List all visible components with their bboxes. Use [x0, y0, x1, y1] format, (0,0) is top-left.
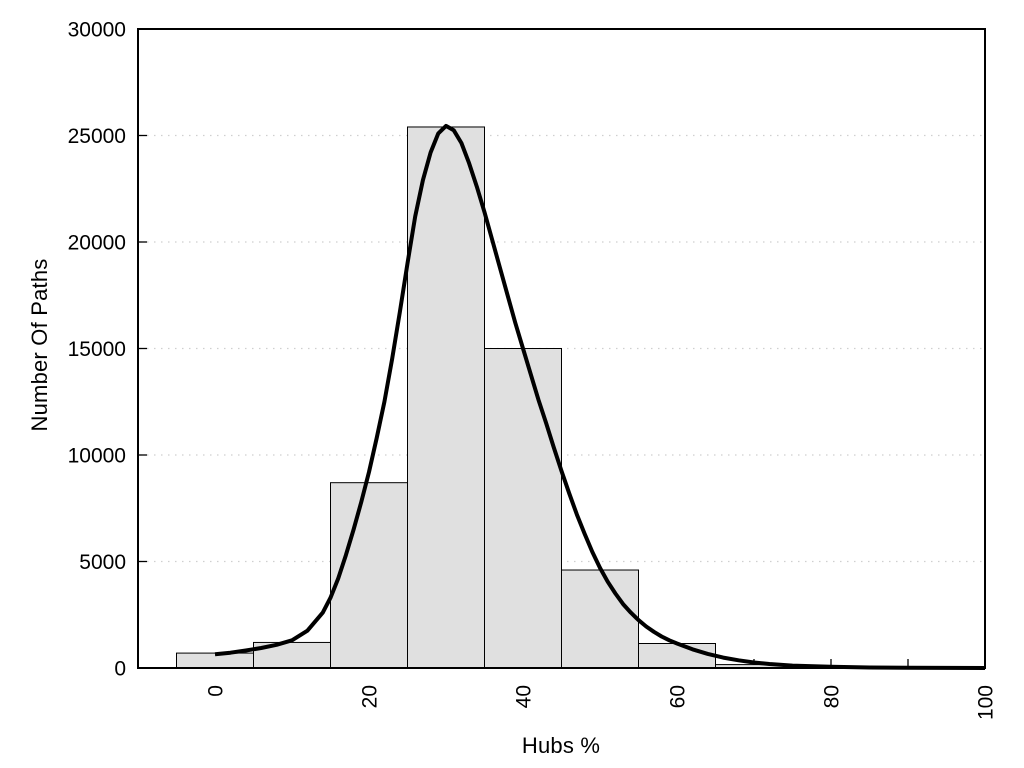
- histogram-bar: [484, 348, 562, 669]
- histogram-bar: [176, 652, 254, 669]
- x-tick-label: 20: [359, 685, 382, 708]
- y-axis-title-wrap: Number Of Paths: [27, 245, 52, 445]
- y-tick-label: 5000: [79, 551, 126, 574]
- x-tick-label: 40: [513, 685, 536, 708]
- histogram-bar: [561, 569, 639, 669]
- x-tick-label: 60: [667, 685, 690, 708]
- y-tick-label: 30000: [68, 19, 126, 42]
- plot-border: [137, 28, 986, 669]
- histogram-bar: [638, 643, 716, 669]
- y-axis-title: Number Of Paths: [27, 258, 52, 432]
- y-tick-label: 25000: [68, 125, 126, 148]
- histogram-bar: [407, 126, 485, 669]
- density-curve: [214, 123, 986, 670]
- x-tick-label: 80: [821, 685, 844, 708]
- x-tick-label: 0: [205, 685, 228, 697]
- x-axis-title: Hubs %: [521, 733, 601, 758]
- y-tick-label: 15000: [68, 338, 126, 361]
- x-tick-label: 100: [975, 685, 998, 720]
- y-tick-label: 10000: [68, 445, 126, 468]
- histogram-bar: [330, 482, 408, 669]
- y-tick-label: 20000: [68, 232, 126, 255]
- y-tick-label: 0: [114, 658, 126, 681]
